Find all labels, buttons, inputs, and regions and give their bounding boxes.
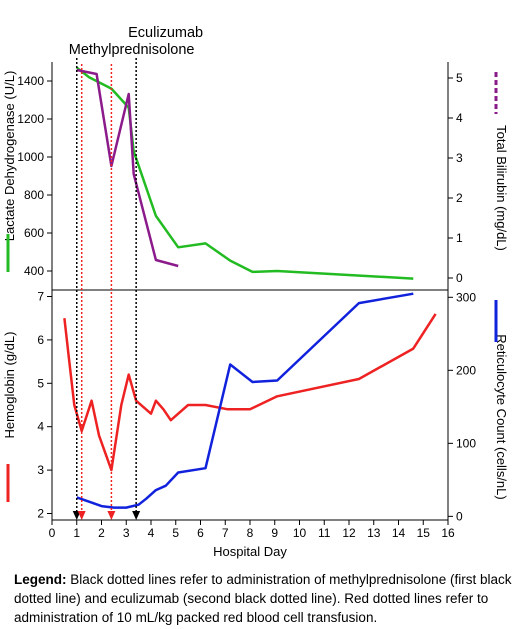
x-tick-label: 9 xyxy=(271,526,278,540)
x-tick-label: 3 xyxy=(123,526,130,540)
series-line-top-0 xyxy=(76,66,414,280)
x-tick-label: 4 xyxy=(148,526,155,540)
x-tick-label: 16 xyxy=(441,526,455,540)
x-axis-label: Hospital Day xyxy=(213,544,287,559)
legend-heading: Legend: xyxy=(14,572,67,587)
y-left-tick-label-top: 1000 xyxy=(17,150,44,164)
y-left-tick-label-bottom: 2 xyxy=(37,506,44,520)
y-right-tick-label-bottom: 200 xyxy=(456,363,476,377)
y-left-tick-label-bottom: 5 xyxy=(37,376,44,390)
x-tick-label: 6 xyxy=(197,526,204,540)
y-right-tick-label-top: 0 xyxy=(456,271,463,285)
y-right-label-top: Total Bilirubin (mg/dL) xyxy=(494,125,509,251)
event-label-1: Eculizumab xyxy=(128,25,203,41)
x-tick-label: 14 xyxy=(392,526,406,540)
y-right-tick-label-top: 4 xyxy=(456,111,463,125)
y-left-tick-label-bottom: 4 xyxy=(37,420,44,434)
x-tick-label: 10 xyxy=(293,526,307,540)
event-label-0: Methylprednisolone xyxy=(69,42,195,58)
x-tick-label: 2 xyxy=(98,526,105,540)
y-right-tick-label-bottom: 100 xyxy=(456,436,476,450)
series-line-top-1 xyxy=(76,68,179,268)
x-tick-label: 15 xyxy=(417,526,431,540)
y-left-tick-label-top: 1400 xyxy=(17,74,44,88)
event-arrow-3 xyxy=(107,511,116,520)
legend-caption: Legend: Black dotted lines refer to admi… xyxy=(14,570,514,627)
y-right-label-bottom: Reticulocyte Count (cells/nL) xyxy=(494,334,509,499)
x-tick-label: 8 xyxy=(247,526,254,540)
legend-text: Black dotted lines refer to administrati… xyxy=(14,572,512,625)
x-tick-label: 0 xyxy=(49,526,56,540)
y-left-tick-label-bottom: 6 xyxy=(37,333,44,347)
y-left-label-bottom: Hemoglobin (g/dL) xyxy=(2,332,17,439)
y-right-tick-label-top: 5 xyxy=(456,71,463,85)
y-right-tick-label-top: 3 xyxy=(456,151,463,165)
y-right-tick-label-bottom: 0 xyxy=(456,509,463,523)
x-tick-label: 13 xyxy=(367,526,381,540)
event-arrow-2 xyxy=(77,511,86,520)
x-tick-label: 1 xyxy=(73,526,80,540)
x-tick-label: 11 xyxy=(318,526,331,540)
y-left-tick-label-bottom: 3 xyxy=(37,463,44,477)
y-left-tick-label-top: 800 xyxy=(24,188,44,202)
y-left-tick-label-bottom: 7 xyxy=(37,290,44,304)
event-arrow-1 xyxy=(132,511,141,520)
y-left-label-top: Lactate Dehydrogenase (U/L) xyxy=(2,71,17,242)
y-right-tick-label-bottom: 300 xyxy=(456,290,476,304)
x-tick-label: 12 xyxy=(342,526,356,540)
y-left-tick-label-top: 400 xyxy=(24,264,44,278)
y-right-tick-label-top: 1 xyxy=(456,231,463,245)
series-line-bottom-0 xyxy=(63,313,437,472)
series-line-bottom-1 xyxy=(76,292,414,509)
x-tick-label: 5 xyxy=(172,526,179,540)
y-right-tick-label-top: 2 xyxy=(456,191,463,205)
x-tick-label: 7 xyxy=(222,526,229,540)
y-left-tick-label-top: 1200 xyxy=(17,112,44,126)
y-left-tick-label-top: 600 xyxy=(24,226,44,240)
